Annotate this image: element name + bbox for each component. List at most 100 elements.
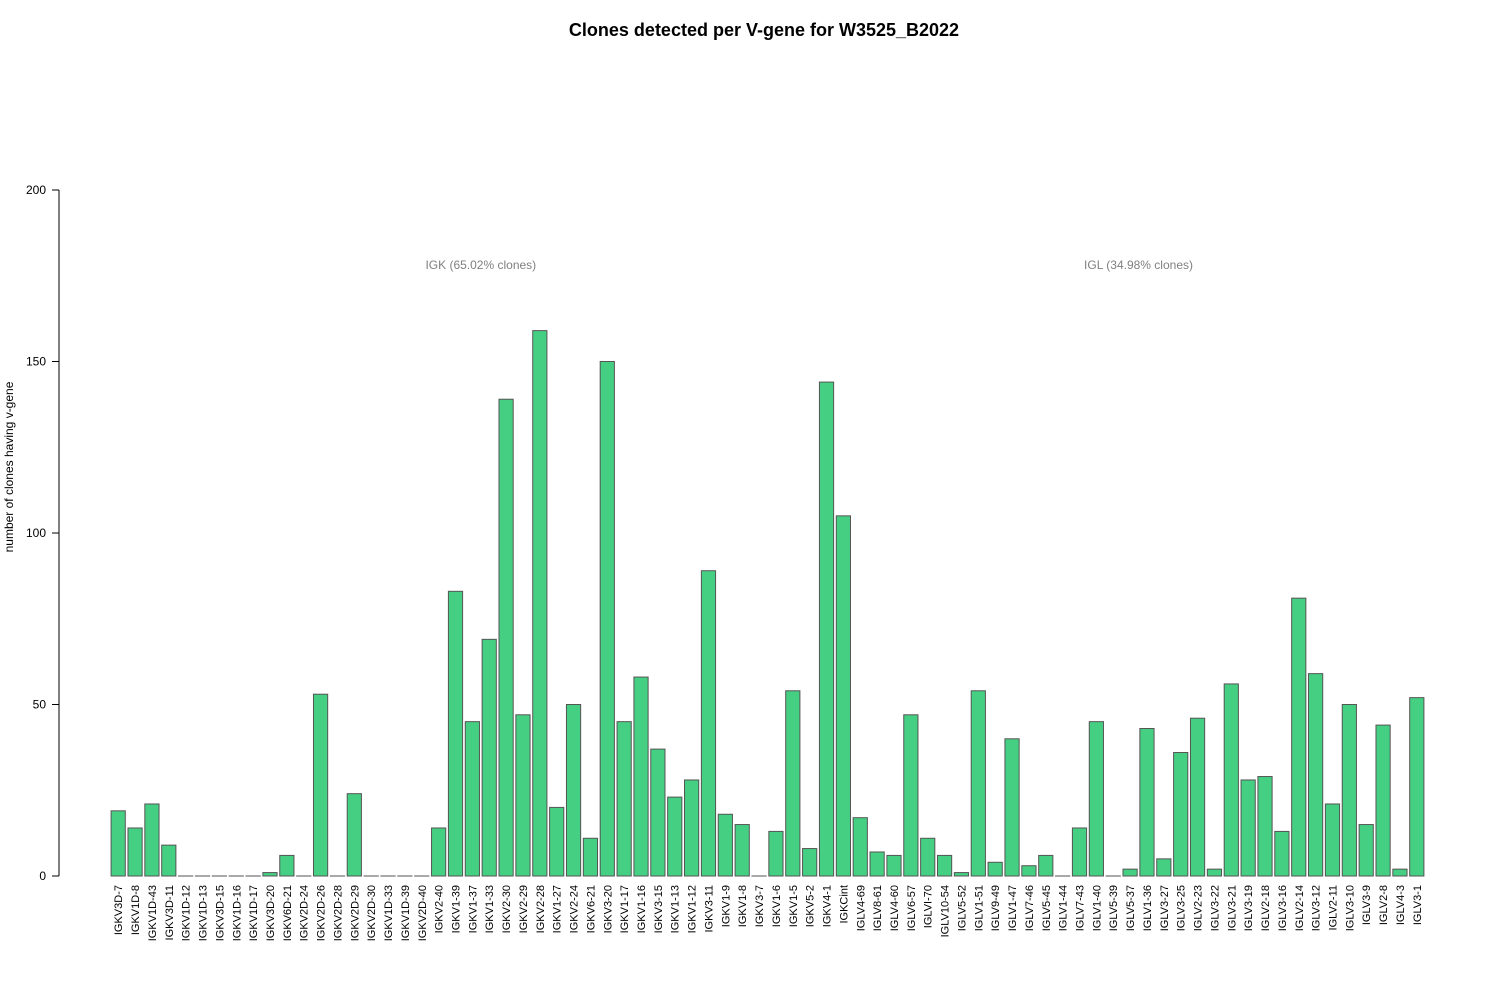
bar-IGLV9-49 bbox=[987, 861, 1003, 877]
x-tick-label: IGLV2-14 bbox=[1294, 885, 1306, 931]
x-tick-label: IGKV2-24 bbox=[569, 885, 581, 933]
bar-IGKV6D-21 bbox=[279, 854, 295, 877]
x-tick-label: IGKV1D-12 bbox=[181, 885, 193, 941]
bar-IGKV2-29 bbox=[515, 714, 531, 877]
bar-IGLV2-14 bbox=[1291, 597, 1307, 877]
y-tick-label: 50 bbox=[33, 698, 47, 712]
bars bbox=[110, 330, 1425, 877]
x-tick-label: IGKV3-15 bbox=[653, 885, 665, 933]
x-tick-label: IGLV2-11 bbox=[1327, 885, 1339, 930]
x-tick-label: IGKV1-5 bbox=[788, 885, 800, 927]
bar-IGLV7-43 bbox=[1071, 827, 1088, 877]
x-tick-label: IGKV1-27 bbox=[552, 885, 564, 933]
bar-IGLV3-12 bbox=[1308, 673, 1324, 877]
x-tick-label: IGLV3-19 bbox=[1243, 885, 1255, 931]
x-tick-label: IGLV7-46 bbox=[1024, 885, 1036, 931]
bar-IGKV1-27 bbox=[549, 806, 565, 877]
x-tick-label: IGLV5-45 bbox=[1041, 885, 1053, 931]
x-tick-label: IGKV3D-15 bbox=[214, 885, 226, 941]
x-tick-label: IGKV1-17 bbox=[619, 885, 631, 933]
x-tick-label: IGLV1-51 bbox=[973, 885, 985, 931]
x-tick-label: IGKV1D-17 bbox=[248, 885, 260, 941]
x-tick-label: IGLV2-8 bbox=[1378, 885, 1390, 925]
x-tick-label: IGKV1-16 bbox=[636, 885, 648, 933]
y-tick-label: 150 bbox=[26, 355, 46, 369]
bar-IGLV3-9 bbox=[1358, 824, 1374, 877]
bar-IGLV7-46 bbox=[1021, 865, 1037, 877]
bar-IGKV2D-26 bbox=[312, 693, 329, 877]
group-labels: IGK (65.02% clones) IGL (34.98% clones) bbox=[425, 258, 1193, 272]
bar-IGKV3D-20 bbox=[262, 872, 278, 877]
x-tick-label: IGKV6D-21 bbox=[282, 885, 294, 941]
x-tick-label: IGKV5-2 bbox=[805, 885, 817, 927]
bar-IGKV5-2 bbox=[802, 848, 818, 877]
x-tick-label: IGKV6-21 bbox=[585, 885, 597, 933]
bar-IGLV1-47 bbox=[1004, 738, 1020, 877]
x-tick-label: IGLV1-47 bbox=[1007, 885, 1019, 931]
bar-IGLV10-54 bbox=[936, 854, 953, 877]
bar-IGKV3D-11 bbox=[161, 844, 177, 877]
x-tick-label: IGKV1D-16 bbox=[231, 885, 243, 941]
bar-IGKV1-12 bbox=[684, 779, 700, 877]
x-tick-label: IGLVI-70 bbox=[923, 885, 935, 928]
x-tick-label: IGKV1D-43 bbox=[147, 885, 159, 941]
bar-IGLV2-8 bbox=[1375, 724, 1391, 877]
y-tick-label: 0 bbox=[39, 869, 46, 883]
bar-IGLV5-45 bbox=[1038, 854, 1054, 877]
bar-IGLVI-70 bbox=[920, 837, 936, 877]
bar-IGKV1D-8 bbox=[127, 827, 143, 877]
x-tick-label: IGLV1-40 bbox=[1091, 885, 1103, 931]
bar-IGLV6-57 bbox=[903, 714, 919, 877]
x-tick-label: IGKV1-37 bbox=[467, 885, 479, 933]
x-tick-label: IGKV1-33 bbox=[484, 885, 496, 933]
x-tick-label: IGKV2D-28 bbox=[332, 885, 344, 941]
bar-IGKV3-20 bbox=[599, 361, 615, 877]
x-tick-label: IGKV2D-30 bbox=[366, 885, 378, 941]
x-tick-label: IGKV2D-29 bbox=[349, 885, 361, 941]
x-tick-label: IGKV3-11 bbox=[703, 885, 715, 933]
x-tick-label: IGKV1D-13 bbox=[198, 885, 210, 941]
bar-IGKV1-6 bbox=[768, 830, 784, 877]
bar-IGLV3-27 bbox=[1156, 858, 1172, 877]
x-tick-label: IGKV2-28 bbox=[535, 885, 547, 933]
x-tick-label: IGLV1-36 bbox=[1142, 885, 1154, 931]
bar-IGLV2-11 bbox=[1324, 803, 1341, 877]
x-tick-label: IGLV3-21 bbox=[1226, 885, 1238, 931]
x-tick-label: IGKV4-1 bbox=[822, 885, 834, 927]
x-tick-label: IGKV2D-40 bbox=[417, 885, 429, 941]
group-label: IGL (34.98% clones) bbox=[1084, 258, 1193, 272]
bar-IGKV1-16 bbox=[633, 676, 649, 877]
x-tick-label: IGLV5-39 bbox=[1108, 885, 1120, 931]
bar-IGKV2-40 bbox=[431, 827, 447, 877]
bar-IGLV1-40 bbox=[1088, 721, 1104, 877]
bar-IGKV4-1 bbox=[818, 381, 835, 877]
x-tick-label: IGKV1-6 bbox=[771, 885, 783, 927]
y-axis-ticks: 0 50 100 150 200 bbox=[26, 183, 59, 883]
bar-IGKCint bbox=[835, 515, 851, 877]
bar-IGLV1-51 bbox=[970, 690, 986, 877]
bar-IGLV8-61 bbox=[869, 851, 885, 877]
bar-IGLV3-19 bbox=[1240, 779, 1256, 877]
x-tick-label: IGLV3-25 bbox=[1176, 885, 1188, 931]
x-tick-label: IGLV5-37 bbox=[1125, 885, 1137, 931]
bar-IGKV1-17 bbox=[616, 721, 632, 877]
bar-IGKV1-9 bbox=[717, 813, 733, 877]
bar-IGKV1-13 bbox=[667, 796, 683, 877]
bar-IGLV4-60 bbox=[886, 854, 902, 877]
x-tick-label: IGKV2-30 bbox=[501, 885, 513, 933]
chart-title: Clones detected per V-gene for W3525_B20… bbox=[569, 20, 959, 40]
bar-IGLV3-21 bbox=[1223, 683, 1239, 877]
x-tick-label: IGKCint bbox=[838, 885, 850, 924]
x-tick-label: IGLV3-10 bbox=[1344, 885, 1356, 931]
x-tick-label: IGLV3-27 bbox=[1159, 885, 1171, 931]
bar-IGKV1-8 bbox=[734, 824, 750, 877]
x-tick-label: IGKV3-7 bbox=[754, 885, 766, 927]
x-tick-label: IGLV4-3 bbox=[1395, 885, 1407, 925]
x-tick-label: IGLV4-69 bbox=[855, 885, 867, 931]
x-tick-label: IGKV1-8 bbox=[737, 885, 749, 927]
bar-IGKV1-39 bbox=[447, 590, 464, 877]
x-tick-label: IGLV7-43 bbox=[1075, 885, 1087, 931]
x-tick-label: IGLV3-22 bbox=[1209, 885, 1221, 931]
bar-IGLV3-10 bbox=[1341, 704, 1357, 877]
x-tick-label: IGLV9-49 bbox=[990, 885, 1002, 931]
